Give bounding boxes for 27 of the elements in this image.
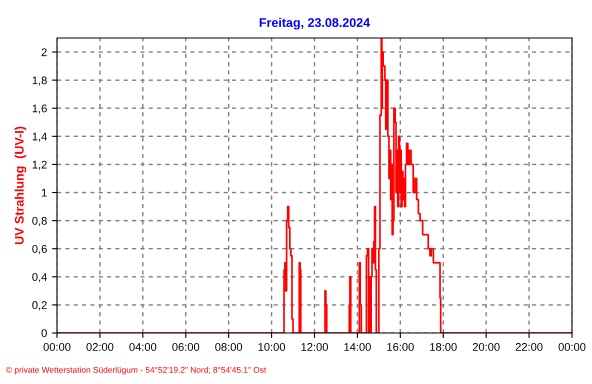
y-tick-label: 1,4: [32, 132, 47, 142]
y-axis-title: UV Strahlung (UV-I): [14, 126, 26, 244]
x-tick-label: 12:00: [301, 343, 328, 351]
y-tick-label: 0,4: [32, 273, 47, 282]
x-tick-label: 18:00: [430, 343, 457, 351]
y-tick-label: 0,8: [32, 216, 47, 226]
y-tick-label: 2: [42, 48, 47, 56]
y-tick-label: 0,2: [32, 301, 47, 310]
chart-title: Freitag, 23.08.2024: [260, 18, 370, 30]
text: © private Wetterstation Süderlügum - 54°52'19.2" Nord; 8°54'45.1" Ost: [6, 366, 266, 374]
x-tick-label: 00:00: [558, 343, 586, 351]
y-tick-label: 1: [42, 188, 47, 197]
x-tick-label: 00:00: [44, 343, 70, 351]
x-tick-label: 06:00: [172, 343, 200, 351]
y-tick-label: 1,8: [32, 76, 47, 86]
x-tick-label: 16:00: [387, 343, 414, 351]
x-tick-label: 10:00: [258, 343, 286, 351]
y-tick-label: 0,6: [32, 244, 47, 254]
y-tick-label: 1,6: [32, 104, 47, 114]
x-tick-label: 04:00: [129, 343, 156, 351]
x-tick-label: 20:00: [472, 343, 500, 351]
y-tick-label: 1,2: [32, 160, 47, 170]
x-tick-label: 02:00: [86, 343, 114, 351]
x-tick-label: 14:00: [344, 343, 371, 351]
x-tick-label: 22:00: [516, 343, 543, 351]
x-tick-label: 08:00: [215, 343, 242, 351]
y-tick-label: 0: [42, 329, 47, 338]
